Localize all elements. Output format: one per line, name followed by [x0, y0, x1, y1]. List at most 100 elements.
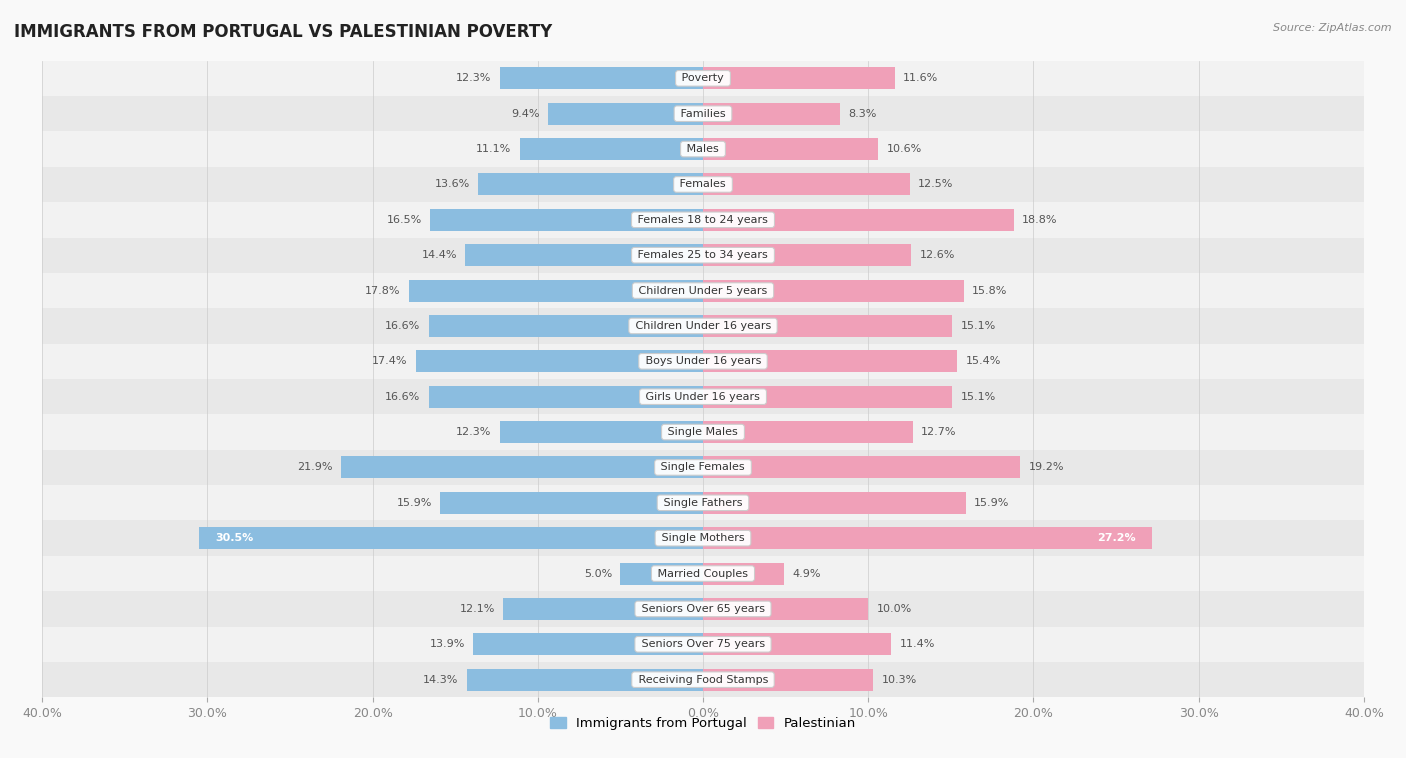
Text: 15.1%: 15.1%: [960, 321, 995, 331]
Text: Poverty: Poverty: [678, 74, 728, 83]
Text: Females 18 to 24 years: Females 18 to 24 years: [634, 215, 772, 225]
Text: 30.5%: 30.5%: [215, 533, 254, 543]
Bar: [499, 421, 703, 443]
Text: 5.0%: 5.0%: [583, 568, 612, 578]
Text: 12.1%: 12.1%: [460, 604, 495, 614]
Text: 27.2%: 27.2%: [1097, 533, 1136, 543]
Bar: [416, 350, 703, 372]
Text: 15.9%: 15.9%: [396, 498, 432, 508]
Bar: [42, 662, 1364, 697]
Bar: [703, 315, 952, 337]
Text: 17.8%: 17.8%: [366, 286, 401, 296]
Bar: [409, 280, 703, 302]
Bar: [440, 492, 703, 514]
Text: Girls Under 16 years: Girls Under 16 years: [643, 392, 763, 402]
Bar: [703, 492, 966, 514]
Bar: [620, 562, 703, 584]
Bar: [42, 485, 1364, 521]
Text: 10.0%: 10.0%: [876, 604, 911, 614]
Bar: [430, 209, 703, 230]
Text: 15.4%: 15.4%: [966, 356, 1001, 366]
Text: 13.6%: 13.6%: [434, 180, 470, 190]
Text: Source: ZipAtlas.com: Source: ZipAtlas.com: [1274, 23, 1392, 33]
Bar: [465, 244, 703, 266]
Bar: [42, 556, 1364, 591]
Bar: [42, 273, 1364, 309]
Bar: [42, 202, 1364, 237]
Bar: [42, 237, 1364, 273]
Text: 4.9%: 4.9%: [792, 568, 821, 578]
Bar: [467, 669, 703, 691]
Text: 14.4%: 14.4%: [422, 250, 457, 260]
Bar: [520, 138, 703, 160]
Bar: [42, 521, 1364, 556]
Bar: [200, 528, 703, 549]
Bar: [703, 598, 868, 620]
Text: Females: Females: [676, 180, 730, 190]
Bar: [703, 103, 841, 124]
Text: 13.9%: 13.9%: [430, 639, 465, 650]
Text: Single Males: Single Males: [665, 427, 741, 437]
Text: 11.6%: 11.6%: [903, 74, 938, 83]
Text: Married Couples: Married Couples: [654, 568, 752, 578]
Text: Males: Males: [683, 144, 723, 154]
Text: 15.9%: 15.9%: [974, 498, 1010, 508]
Text: Single Females: Single Females: [658, 462, 748, 472]
Text: 12.7%: 12.7%: [921, 427, 956, 437]
Text: Families: Families: [676, 108, 730, 119]
Text: Single Mothers: Single Mothers: [658, 533, 748, 543]
Text: 15.1%: 15.1%: [960, 392, 995, 402]
Bar: [703, 67, 894, 89]
Bar: [703, 562, 785, 584]
Bar: [342, 456, 703, 478]
Bar: [548, 103, 703, 124]
Bar: [42, 343, 1364, 379]
Bar: [42, 591, 1364, 627]
Bar: [703, 421, 912, 443]
Bar: [478, 174, 703, 196]
Text: 11.4%: 11.4%: [900, 639, 935, 650]
Text: 19.2%: 19.2%: [1028, 462, 1064, 472]
Bar: [42, 379, 1364, 415]
Text: Seniors Over 65 years: Seniors Over 65 years: [638, 604, 768, 614]
Text: 14.3%: 14.3%: [423, 675, 458, 684]
Text: 15.8%: 15.8%: [973, 286, 1008, 296]
Text: 11.1%: 11.1%: [477, 144, 512, 154]
Text: Receiving Food Stamps: Receiving Food Stamps: [634, 675, 772, 684]
Bar: [42, 61, 1364, 96]
Text: 10.3%: 10.3%: [882, 675, 917, 684]
Text: 18.8%: 18.8%: [1022, 215, 1057, 225]
Text: 16.5%: 16.5%: [387, 215, 422, 225]
Text: IMMIGRANTS FROM PORTUGAL VS PALESTINIAN POVERTY: IMMIGRANTS FROM PORTUGAL VS PALESTINIAN …: [14, 23, 553, 41]
Bar: [42, 415, 1364, 449]
Text: 21.9%: 21.9%: [298, 462, 333, 472]
Text: Seniors Over 75 years: Seniors Over 75 years: [638, 639, 768, 650]
Bar: [703, 280, 965, 302]
Bar: [429, 315, 703, 337]
Text: 16.6%: 16.6%: [385, 392, 420, 402]
Legend: Immigrants from Portugal, Palestinian: Immigrants from Portugal, Palestinian: [544, 711, 862, 735]
Bar: [703, 634, 891, 655]
Bar: [703, 138, 879, 160]
Text: 10.6%: 10.6%: [886, 144, 921, 154]
Text: 17.4%: 17.4%: [371, 356, 408, 366]
Bar: [42, 449, 1364, 485]
Text: Boys Under 16 years: Boys Under 16 years: [641, 356, 765, 366]
Text: Females 25 to 34 years: Females 25 to 34 years: [634, 250, 772, 260]
Bar: [474, 634, 703, 655]
Bar: [499, 67, 703, 89]
Text: 12.5%: 12.5%: [918, 180, 953, 190]
Bar: [703, 209, 1014, 230]
Bar: [703, 350, 957, 372]
Text: Children Under 16 years: Children Under 16 years: [631, 321, 775, 331]
Text: 12.3%: 12.3%: [456, 427, 492, 437]
Text: Children Under 5 years: Children Under 5 years: [636, 286, 770, 296]
Bar: [703, 174, 910, 196]
Bar: [703, 244, 911, 266]
Text: 9.4%: 9.4%: [510, 108, 540, 119]
Bar: [42, 96, 1364, 131]
Bar: [703, 456, 1021, 478]
Text: 16.6%: 16.6%: [385, 321, 420, 331]
Bar: [42, 167, 1364, 202]
Bar: [42, 131, 1364, 167]
